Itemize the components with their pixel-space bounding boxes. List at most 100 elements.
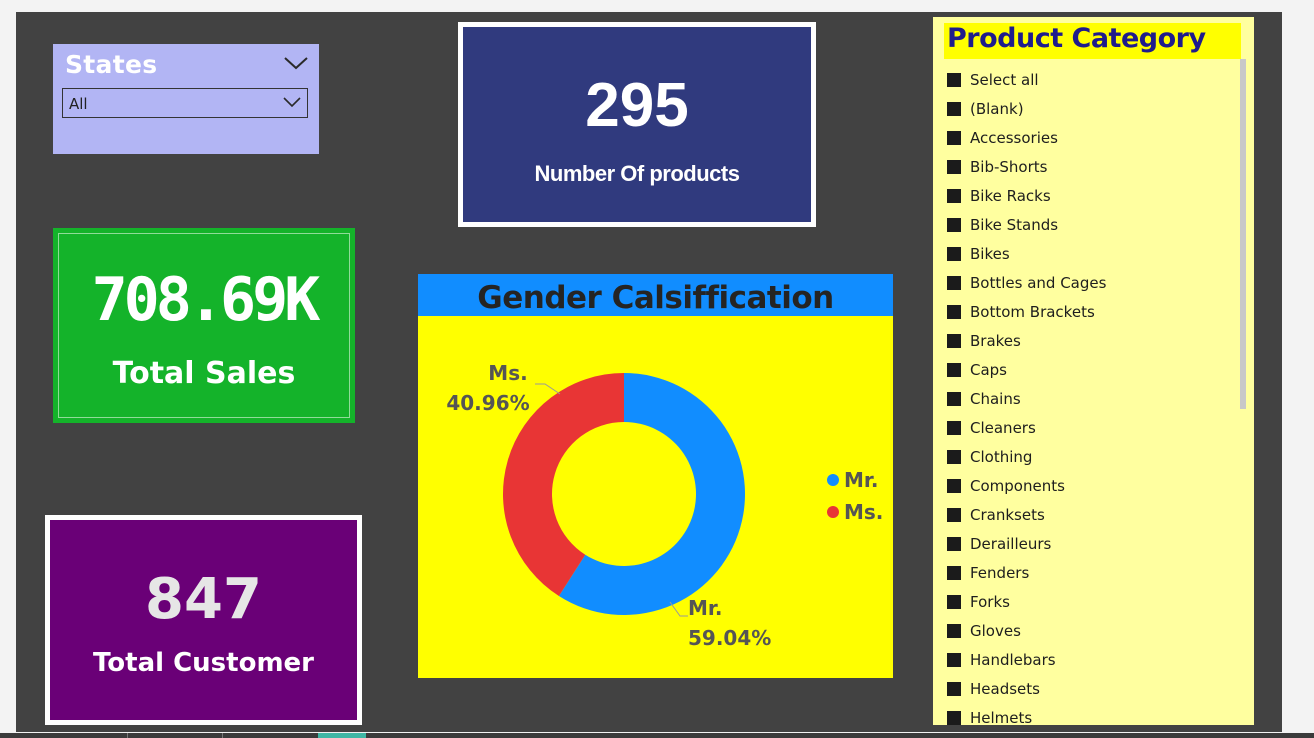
category-item-label: Clothing bbox=[970, 447, 1033, 466]
kpi-customers-value: 847 bbox=[145, 567, 262, 632]
category-item-label: Cranksets bbox=[970, 505, 1045, 524]
category-item-label: Gloves bbox=[970, 621, 1021, 640]
category-item-label: Brakes bbox=[970, 331, 1021, 350]
gender-donut-chart[interactable]: Gender Calsiffication Ms. 40.96% Mr. 59.04%… bbox=[418, 274, 893, 678]
category-item-label: Helmets bbox=[970, 708, 1033, 727]
category-item[interactable]: Clothing bbox=[947, 442, 1237, 471]
category-item[interactable]: Forks bbox=[947, 587, 1237, 616]
category-item-label: Bottom Brackets bbox=[970, 302, 1095, 321]
checkbox-icon[interactable] bbox=[947, 217, 961, 232]
donut-slice-mr[interactable] bbox=[558, 373, 745, 615]
category-item[interactable]: Derailleurs bbox=[947, 529, 1237, 558]
checkbox-icon[interactable] bbox=[947, 681, 961, 696]
chevron-down-icon[interactable] bbox=[283, 54, 309, 72]
leader-line bbox=[535, 383, 561, 395]
states-slicer[interactable]: States All bbox=[53, 44, 319, 154]
category-item[interactable]: Fenders bbox=[947, 558, 1237, 587]
category-item[interactable]: Helmets bbox=[947, 703, 1237, 732]
checkbox-icon[interactable] bbox=[947, 101, 961, 116]
legend-marker[interactable] bbox=[827, 506, 839, 518]
checkbox-icon[interactable] bbox=[947, 275, 961, 290]
checkbox-icon[interactable] bbox=[947, 72, 961, 87]
legend-marker[interactable] bbox=[827, 474, 839, 486]
category-item-label: Chains bbox=[970, 389, 1021, 408]
checkbox-icon[interactable] bbox=[947, 710, 961, 725]
category-item[interactable]: Chains bbox=[947, 384, 1237, 413]
checkbox-icon[interactable] bbox=[947, 594, 961, 609]
chart-title: Gender Calsiffication bbox=[477, 280, 834, 316]
checkbox-icon[interactable] bbox=[947, 478, 961, 493]
category-item-label: Caps bbox=[970, 360, 1008, 379]
checkbox-icon[interactable] bbox=[947, 246, 961, 261]
category-item[interactable]: (Blank) bbox=[947, 94, 1237, 123]
data-label-name: Mr. bbox=[688, 596, 723, 620]
legend-label[interactable]: Ms. bbox=[844, 500, 883, 524]
category-item-label: Bottles and Cages bbox=[970, 273, 1107, 292]
checkbox-icon[interactable] bbox=[947, 159, 961, 174]
category-item[interactable]: Brakes bbox=[947, 326, 1237, 355]
category-item[interactable]: Bikes bbox=[947, 239, 1237, 268]
product-category-slicer[interactable]: Product Category Select all (Blank) Access… bbox=[933, 17, 1254, 727]
checkbox-icon[interactable] bbox=[947, 449, 961, 464]
category-item-label: Cleaners bbox=[970, 418, 1036, 437]
chevron-down-icon bbox=[283, 97, 301, 108]
category-title: Product Category bbox=[947, 23, 1206, 54]
kpi-products-value: 295 bbox=[585, 71, 689, 140]
category-item[interactable]: Headsets bbox=[947, 674, 1237, 703]
category-item-label: (Blank) bbox=[970, 99, 1024, 118]
kpi-card-sales-border bbox=[58, 233, 350, 418]
checkbox-icon[interactable] bbox=[947, 623, 961, 638]
category-item[interactable]: Handlebars bbox=[947, 645, 1237, 674]
category-item[interactable]: Components bbox=[947, 471, 1237, 500]
category-item[interactable]: Bottom Brackets bbox=[947, 297, 1237, 326]
category-title-background bbox=[944, 23, 1241, 59]
kpi-card-products: 295 Number Of products bbox=[458, 22, 816, 227]
category-item[interactable]: Accessories bbox=[947, 123, 1237, 152]
checkbox-icon[interactable] bbox=[947, 652, 961, 667]
category-item[interactable]: Caps bbox=[947, 355, 1237, 384]
category-item-label: Bike Stands bbox=[970, 215, 1059, 234]
checkbox-icon[interactable] bbox=[947, 304, 961, 319]
donut-slice-ms[interactable] bbox=[503, 373, 624, 597]
category-scrollbar[interactable] bbox=[1240, 59, 1246, 409]
category-item-label: Bib-Shorts bbox=[970, 157, 1048, 176]
category-item[interactable]: Cranksets bbox=[947, 500, 1237, 529]
category-item[interactable]: Bike Stands bbox=[947, 210, 1237, 239]
kpi-customers-label: Total Customer bbox=[93, 648, 314, 678]
category-item[interactable]: Gloves bbox=[947, 616, 1237, 645]
checkbox-icon[interactable] bbox=[947, 420, 961, 435]
category-item-label: Accessories bbox=[970, 128, 1058, 147]
category-item[interactable]: Select all bbox=[947, 65, 1237, 94]
category-item[interactable]: Bottles and Cages bbox=[947, 268, 1237, 297]
kpi-products-label: Number Of products bbox=[534, 161, 740, 186]
page-tab-strip bbox=[0, 733, 1314, 738]
legend-label[interactable]: Mr. bbox=[844, 468, 879, 492]
chart-header bbox=[418, 274, 893, 316]
category-item-label: Select all bbox=[970, 70, 1039, 89]
checkbox-icon[interactable] bbox=[947, 391, 961, 406]
page-tab-active[interactable] bbox=[318, 733, 366, 738]
checkbox-icon[interactable] bbox=[947, 188, 961, 203]
category-list: Select all (Blank) Accessories Bib-Shorts Bi… bbox=[947, 65, 1237, 732]
checkbox-icon[interactable] bbox=[947, 333, 961, 348]
states-dropdown-value: All bbox=[69, 95, 88, 113]
states-dropdown[interactable]: All bbox=[62, 88, 308, 118]
category-item[interactable]: Cleaners bbox=[947, 413, 1237, 442]
leader-line bbox=[669, 601, 688, 617]
checkbox-icon[interactable] bbox=[947, 362, 961, 377]
page-tab-divider bbox=[222, 733, 223, 738]
category-item-label: Components bbox=[970, 476, 1065, 495]
category-item-label: Derailleurs bbox=[970, 534, 1052, 553]
page-tab-divider bbox=[127, 733, 128, 738]
donut-svg: Ms. 40.96% Mr. 59.04% Mr. Ms. bbox=[446, 361, 883, 650]
checkbox-icon[interactable] bbox=[947, 565, 961, 580]
category-item[interactable]: Bib-Shorts bbox=[947, 152, 1237, 181]
checkbox-icon[interactable] bbox=[947, 536, 961, 551]
category-item-label: Handlebars bbox=[970, 650, 1056, 669]
kpi-sales-value: 708.69K bbox=[91, 265, 321, 335]
checkbox-icon[interactable] bbox=[947, 130, 961, 145]
checkbox-icon[interactable] bbox=[947, 507, 961, 522]
kpi-card-customers: 847 Total Customer bbox=[45, 515, 362, 725]
data-label-value: 59.04% bbox=[688, 626, 771, 650]
category-item[interactable]: Bike Racks bbox=[947, 181, 1237, 210]
